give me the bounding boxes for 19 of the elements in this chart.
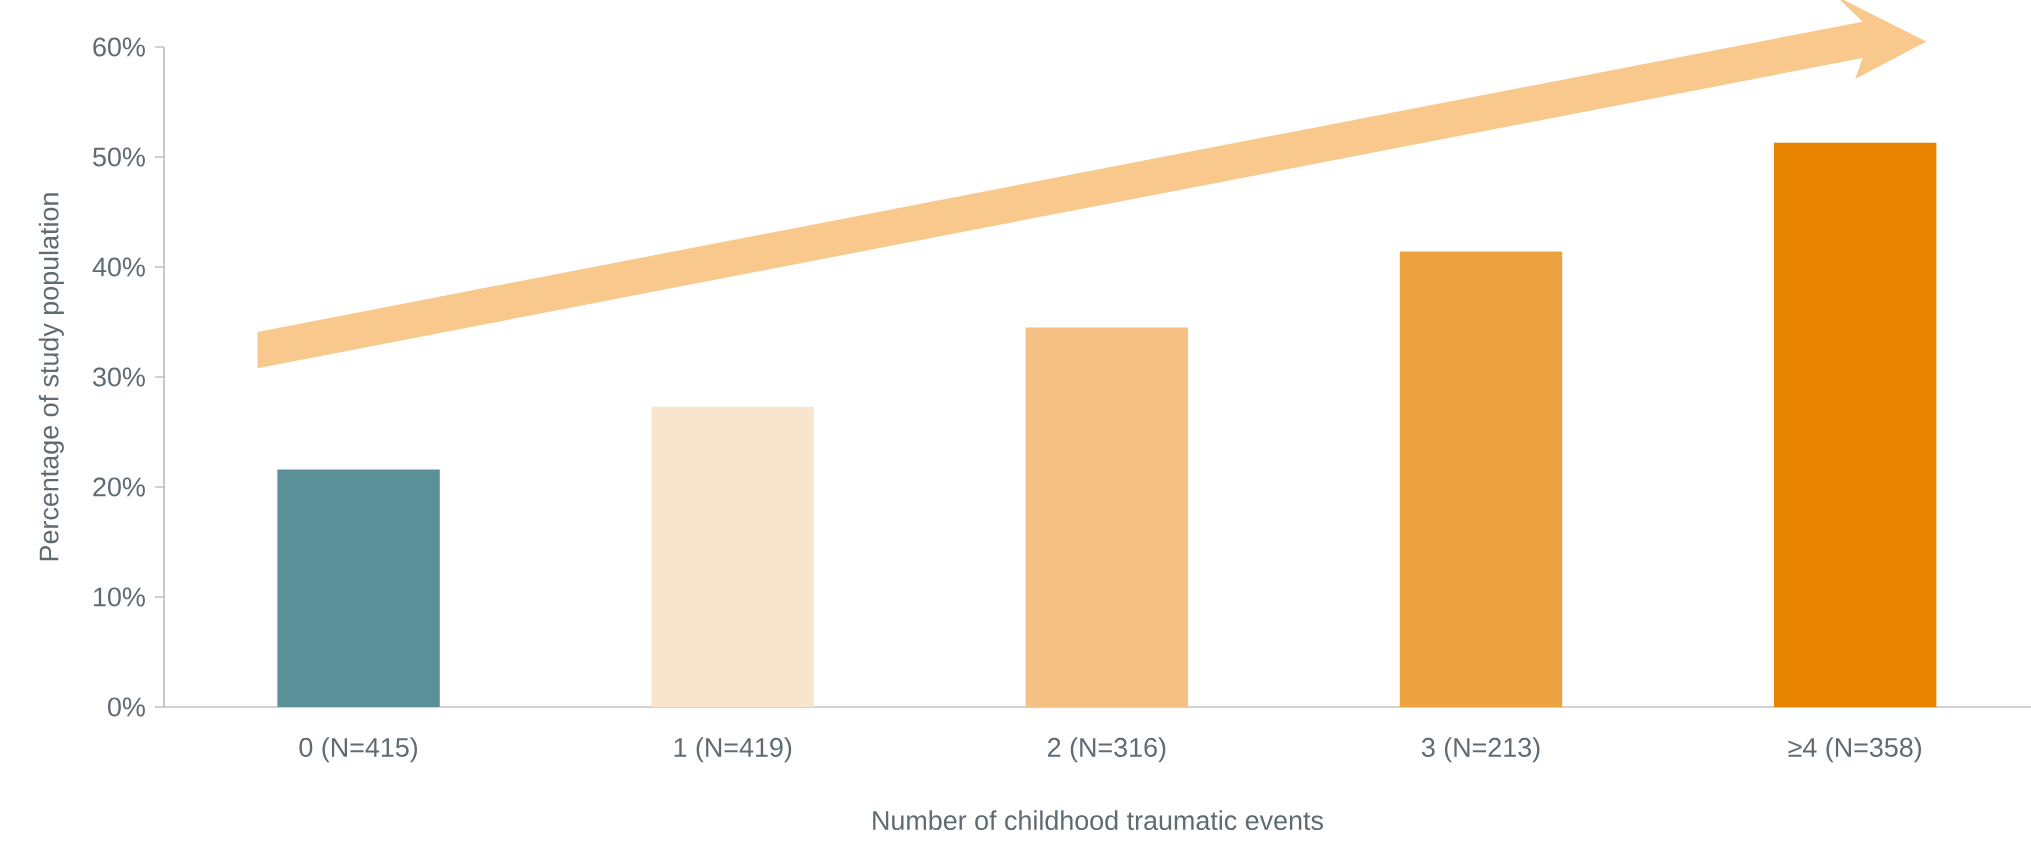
- x-tick-label: ≥4 (N=358): [1788, 737, 1922, 763]
- bar: [277, 469, 440, 707]
- bar: [1399, 251, 1563, 707]
- bar: [1025, 327, 1189, 707]
- y-tick-label: 0%: [108, 697, 145, 717]
- y-tick-label: 30%: [93, 367, 145, 387]
- x-tick-label: 0 (N=415): [299, 737, 418, 763]
- x-tick-label: 1 (N=419): [674, 737, 792, 763]
- x-tick-label: 3 (N=213): [1421, 737, 1540, 763]
- y-axis-title: Percentage of study population: [38, 193, 64, 561]
- y-tick-label: 60%: [93, 37, 145, 57]
- bar: [1773, 142, 1937, 707]
- bar: [651, 406, 814, 707]
- y-tick-label: 40%: [92, 257, 145, 277]
- y-tick-label: 10%: [94, 587, 145, 607]
- x-axis-title: Number of childhood traumatic events: [873, 810, 1323, 831]
- x-tick-label: 2 (N=316): [1048, 737, 1166, 763]
- y-tick-label: 20%: [93, 477, 145, 497]
- y-tick-label: 50%: [93, 147, 145, 167]
